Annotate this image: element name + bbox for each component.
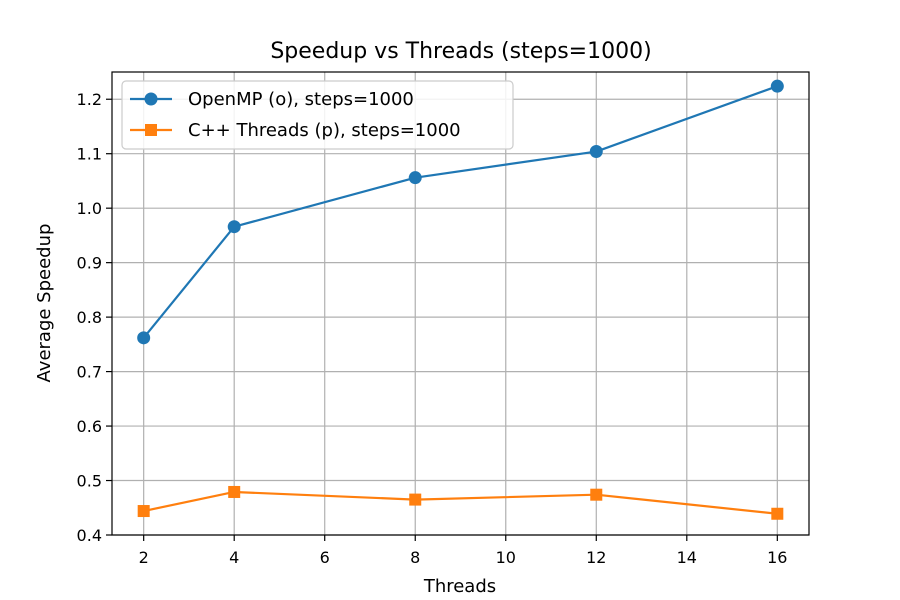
y-tick-label: 0.8 [77,308,102,327]
data-point-marker [137,505,150,518]
y-tick-label: 0.4 [77,526,102,545]
x-axis-label: Threads [423,576,496,597]
series-1 [137,79,784,345]
data-point-marker [409,493,422,506]
x-tick-label: 8 [410,548,420,567]
data-point-marker [770,79,784,93]
data-point-marker [590,488,603,501]
series-layer [137,79,784,520]
x-tick-label: 6 [320,548,330,567]
x-tick-label: 10 [496,548,516,567]
legend-item: C++ Threads (p), steps=1000 [130,120,461,141]
data-point-marker [589,145,603,159]
plot-frame [111,71,810,536]
y-tick-label: 1.2 [77,90,102,109]
y-tick-label: 0.7 [77,363,102,382]
chart-title: Speedup vs Threads (steps=1000) [270,39,651,64]
legend-marker [144,92,158,106]
series-2 [137,485,784,520]
x-tick-label: 14 [677,548,697,567]
legend-marker [145,124,157,136]
legend-box [121,80,514,150]
y-tick-label: 1.0 [77,199,102,218]
data-point-marker [227,220,241,234]
data-point-marker [228,485,241,498]
y-axis-label: Average Speedup [34,224,55,383]
data-point-marker [771,507,784,520]
x-axis-ticks: 2 4 6 8 10 12 14 16 [139,535,787,567]
y-tick-label: 1.1 [77,145,102,164]
data-point-marker [137,331,151,345]
y-tick-label: 0.5 [77,472,102,491]
x-tick-label: 16 [767,548,787,567]
legend: OpenMP (o), steps=1000 C++ Threads (p), s… [121,80,514,150]
x-tick-label: 12 [586,548,606,567]
data-point-marker [408,171,422,185]
legend-item: OpenMP (o), steps=1000 [130,89,414,110]
legend-label: C++ Threads (p), steps=1000 [188,120,461,141]
y-tick-label: 0.6 [77,417,102,436]
y-tick-label: 0.9 [77,254,102,273]
y-axis-ticks: 0.4 0.5 0.6 0.7 0.8 0.9 1.0 1.1 1.2 [77,90,112,545]
x-tick-label: 2 [139,548,149,567]
x-tick-label: 4 [229,548,239,567]
legend-label: OpenMP (o), steps=1000 [188,89,414,110]
